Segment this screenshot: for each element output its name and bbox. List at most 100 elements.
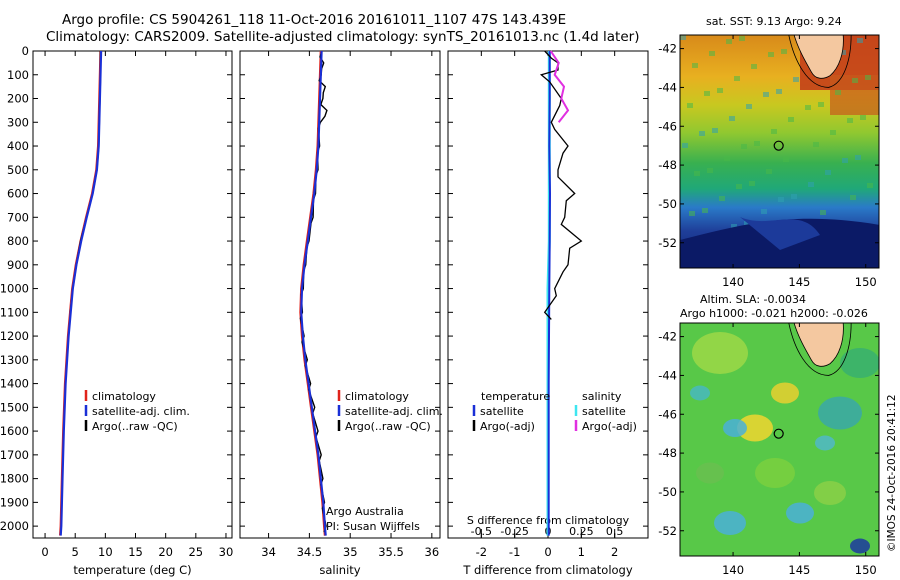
cold-water-patch	[740, 217, 820, 250]
sst-noise	[729, 116, 735, 121]
tasmania-landmass	[793, 323, 844, 367]
lat-tick-label: -48	[658, 158, 677, 172]
lon-tick-label: 140	[722, 563, 744, 577]
sst-noise	[749, 181, 755, 186]
sla-anomaly-blob	[786, 502, 814, 524]
x-tick-label: 1	[578, 545, 585, 559]
sst-noise	[835, 90, 841, 95]
sst-noise	[820, 210, 826, 215]
sst-noise	[860, 115, 866, 120]
lat-tick-label: -44	[658, 80, 677, 94]
sst-noise	[726, 39, 732, 44]
sst-noise	[867, 183, 873, 188]
x-tick-label: 0	[544, 545, 551, 559]
sst-noise	[689, 211, 695, 216]
x-tick-label: 10	[98, 545, 113, 559]
y-tick-label: 2000	[0, 519, 29, 533]
sst-noise	[699, 131, 705, 136]
annotation-pi: PI: Susan Wijffels	[326, 520, 420, 533]
x-tick-label: 36	[425, 545, 440, 559]
sla-anomaly-blob	[818, 396, 862, 430]
plot-frame	[32, 50, 233, 539]
sst-noise	[778, 197, 784, 202]
sst-noise	[791, 194, 797, 199]
sla-anomaly-blob	[692, 332, 748, 374]
sst-noise	[766, 169, 772, 174]
y-tick-label: 300	[7, 115, 29, 129]
sla-anomaly-blob	[723, 419, 747, 437]
x-axis-label: salinity	[319, 563, 360, 577]
sla-anomaly-blob	[714, 511, 746, 535]
y-tick-label: 1700	[0, 448, 29, 462]
sst-noise	[761, 209, 767, 214]
sst-noise	[855, 155, 861, 160]
lat-tick-label: -48	[658, 446, 677, 460]
lat-tick-label: -42	[658, 42, 677, 56]
annotation-argo-australia: Argo Australia	[326, 505, 404, 518]
argo-float-marker	[773, 428, 784, 439]
map-frame	[679, 322, 880, 557]
lat-tick-label: -50	[658, 485, 677, 499]
lat-tick-label: -50	[658, 197, 677, 211]
sst-noise	[754, 141, 760, 146]
sla-anomaly-blob	[850, 538, 870, 554]
y-tick-label: 0	[22, 44, 29, 58]
sla-map-field	[680, 323, 879, 556]
sst-noise	[746, 104, 752, 109]
y-tick-label: 1800	[0, 472, 29, 486]
y-tick-label: 1900	[0, 495, 29, 509]
sst-noise	[783, 157, 789, 162]
x-tick-label: 34	[261, 545, 276, 559]
sla-anomaly-blob	[814, 481, 846, 505]
legend-temperature-title: temperature	[481, 390, 550, 403]
t-argo-line	[539, 50, 583, 320]
x-tick-label: 34.5	[297, 545, 323, 559]
sst-noise	[850, 195, 856, 200]
lon-tick-label: 150	[855, 563, 877, 577]
sst-noise	[719, 196, 725, 201]
x-tick-label: 15	[128, 545, 143, 559]
legend-salinity-title: salinity	[582, 390, 622, 403]
sst-noise	[707, 168, 713, 173]
sst-map-title: sat. SST: 9.13 Argo: 9.24	[706, 15, 842, 28]
shelf-contour	[788, 323, 852, 376]
y-tick-label: 700	[7, 210, 29, 224]
y-tick-label: 1500	[0, 400, 29, 414]
s-axis-tick-label: 0.25	[569, 525, 594, 538]
shelf-contour	[788, 35, 852, 88]
sst-noise	[717, 88, 723, 93]
sst-noise	[694, 171, 700, 176]
sst-noise	[744, 221, 750, 226]
s-axis-tick-label: -0.25	[500, 525, 528, 538]
sst-noise	[709, 51, 715, 56]
x-tick-label: 20	[158, 545, 173, 559]
lon-tick-label: 145	[788, 563, 810, 577]
salinity-panel: 34 34.5 35 35.5 36 salinity climatology satelli…	[239, 50, 443, 577]
imos-credit: ©IMOS 24-Oct-2016 20:41:12	[886, 394, 898, 552]
sst-noise	[842, 158, 848, 163]
sst-noise	[763, 92, 769, 97]
y-tick-label: 900	[7, 258, 29, 272]
difference-panel: -2 -1 0 1 2 T difference from climatology -0.5…	[447, 50, 649, 577]
x-axis-label: temperature (deg C)	[73, 563, 191, 577]
sst-noise	[736, 184, 742, 189]
sst-noise	[808, 182, 814, 187]
lat-tick-label: -46	[658, 407, 677, 421]
y-tick-label: 1400	[0, 377, 29, 391]
plot-frame	[239, 50, 441, 539]
lat-tick-label: -42	[658, 330, 677, 344]
sla-anomaly-blob	[690, 385, 710, 401]
legend-s-label: Argo(-adj)	[582, 420, 637, 433]
y-tick-label: 1200	[0, 329, 29, 343]
sla-anomaly-blob	[815, 435, 835, 451]
sst-noise	[847, 118, 853, 123]
y-tick-label: 600	[7, 187, 29, 201]
y-tick-label: 400	[7, 139, 29, 153]
sst-noise	[680, 35, 686, 40]
sst-noise	[734, 76, 740, 81]
sst-noise	[805, 105, 811, 110]
sst-noise	[702, 208, 708, 213]
x-axis-label: T difference from climatology	[462, 563, 633, 577]
sst-noise	[813, 142, 819, 147]
y-tick-label: 1100	[0, 305, 29, 319]
